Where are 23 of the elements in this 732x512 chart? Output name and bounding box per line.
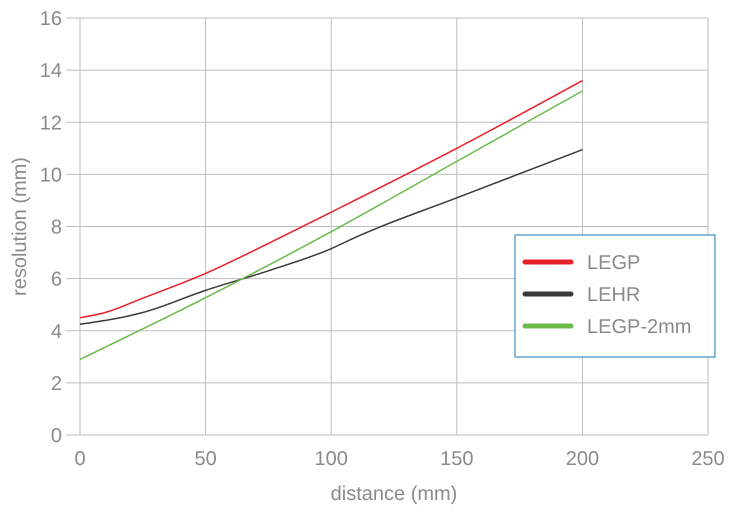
y-tick-label: 16 [40, 8, 62, 30]
y-tick-label: 4 [50, 320, 62, 343]
x-tick-label: 100 [314, 448, 348, 470]
x-tick-label: 250 [691, 448, 725, 470]
legend-label: LEHR [587, 284, 640, 306]
legend-label: LEGP-2mm [587, 316, 692, 338]
x-tick-label: 150 [440, 448, 474, 470]
x-tick-label: 50 [194, 448, 217, 470]
y-tick-label: 12 [40, 112, 62, 134]
y-tick-label: 0 [50, 425, 62, 447]
legend-label: LEGP [587, 252, 640, 274]
y-tick-label: 6 [50, 268, 62, 291]
y-tick-label: 10 [40, 164, 62, 186]
line-series [79, 80, 584, 318]
y-tick-label: 8 [50, 216, 62, 238]
x-axis-title: distance (mm) [330, 483, 458, 505]
y-tick-label: 2 [50, 372, 62, 395]
x-tick-label: 0 [74, 448, 86, 470]
line-series [79, 148, 584, 325]
x-tick-label: 200 [566, 448, 600, 470]
line-series [79, 90, 584, 360]
y-axis-title: resolution (mm) [9, 157, 31, 296]
y-tick-label: 14 [40, 60, 62, 82]
